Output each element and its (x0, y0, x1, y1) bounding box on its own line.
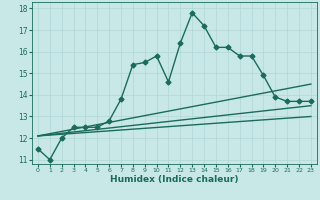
X-axis label: Humidex (Indice chaleur): Humidex (Indice chaleur) (110, 175, 239, 184)
